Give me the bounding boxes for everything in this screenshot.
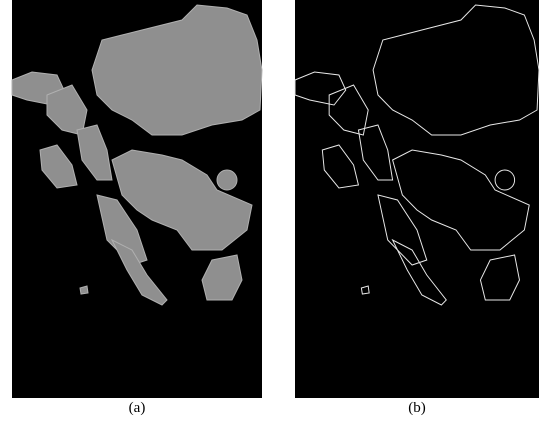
caption: (b) xyxy=(408,400,426,416)
panel-a: (a) xyxy=(11,0,263,416)
caption: (a) xyxy=(129,400,146,416)
panel-b: (b) xyxy=(294,0,540,416)
panel-b-background xyxy=(295,0,539,398)
